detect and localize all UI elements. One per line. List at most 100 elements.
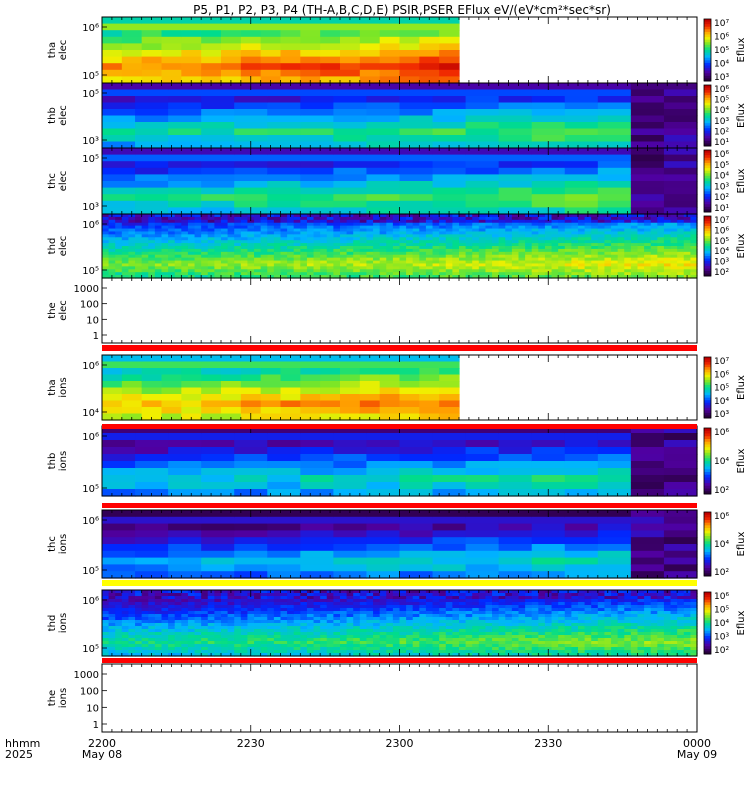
heatmap-cell (141, 225, 149, 230)
heatmap-cell (293, 275, 301, 279)
colorbar-tick-label: 10⁵ (714, 384, 729, 394)
colorbar-segment (704, 95, 711, 99)
heatmap-cell (128, 632, 136, 636)
colorbar-segment (704, 554, 711, 558)
heatmap-cell (234, 275, 242, 279)
heatmap-cell (135, 115, 169, 123)
heatmap-cell (260, 593, 268, 597)
colorbar-segment (704, 520, 711, 524)
heatmap-cell (154, 246, 163, 250)
heatmap-cell (201, 275, 209, 279)
heatmap-cell (221, 629, 229, 633)
heatmap-cell (399, 174, 434, 182)
heatmap-cell (432, 115, 467, 123)
heatmap-cell (280, 231, 288, 235)
heatmap-cell (333, 254, 341, 259)
heatmap-cell (240, 605, 249, 609)
heatmap-cell (399, 257, 407, 262)
heatmap-cell (313, 228, 321, 233)
heatmap-cell (300, 257, 308, 262)
heatmap-cell (141, 644, 149, 648)
heatmap-cell (168, 181, 202, 189)
heatmap-cell (392, 263, 401, 267)
heatmap-cell (287, 608, 295, 612)
colorbar-label: Eflux (736, 168, 747, 193)
heatmap-cell (379, 368, 401, 376)
heatmap-cell (287, 638, 295, 642)
heatmap-cell (135, 269, 143, 273)
heatmap-cell (247, 219, 255, 224)
heatmap-cell (637, 248, 645, 253)
heatmap-cell (128, 650, 136, 654)
heatmap-cell (630, 564, 665, 572)
colorbar-tick-label: 10¹ (714, 138, 729, 148)
heatmap-cell (181, 394, 202, 402)
heatmap-cell (478, 246, 487, 250)
heatmap-cell (617, 254, 625, 259)
heatmap-cell (187, 626, 196, 630)
heatmap-cell (115, 605, 123, 609)
heatmap-cell (135, 489, 169, 497)
heatmap-cell (677, 272, 685, 276)
heatmap-cell (452, 214, 460, 218)
heatmap-cell (267, 216, 275, 221)
heatmap-cell (419, 260, 427, 265)
heatmap-cell (108, 629, 116, 633)
heatmap-cell (161, 225, 169, 230)
heatmap-cell (544, 257, 553, 262)
heatmap-cell (254, 216, 262, 221)
heatmap-cell (399, 275, 407, 279)
heatmap-cell (399, 216, 407, 221)
heatmap-cell (386, 243, 394, 247)
heatmap-cell (663, 257, 672, 262)
heatmap-cell (617, 272, 625, 276)
heatmap-cell (584, 234, 592, 238)
heatmap-cell (366, 557, 401, 565)
heatmap-cell (187, 266, 196, 270)
heatmap-cell (300, 602, 308, 606)
heatmap-cell (247, 629, 255, 633)
heatmap-cell (630, 516, 665, 525)
heatmap-cell (630, 468, 665, 476)
heatmap-cell (161, 17, 182, 25)
heatmap-cell (300, 374, 321, 382)
colorbar-segment (704, 26, 711, 30)
heatmap-cell (102, 266, 110, 270)
heatmap-cell (399, 200, 434, 208)
heatmap-cell (240, 266, 249, 270)
heatmap-cell (194, 590, 202, 594)
heatmap-cell (201, 605, 209, 609)
heatmap-cell (247, 251, 255, 256)
heatmap-cell (214, 237, 222, 241)
heatmap-cell (174, 260, 182, 265)
heatmap-cell (267, 102, 301, 110)
heatmap-cell (260, 644, 268, 648)
heatmap-cell (168, 135, 202, 143)
heatmap-cell (564, 248, 572, 253)
heatmap-cell (465, 187, 500, 195)
heatmap-cell (663, 141, 698, 149)
heatmap-cell (571, 246, 579, 250)
heatmap-cell (406, 243, 414, 247)
heatmap-cell (280, 237, 288, 241)
heatmap-cell (214, 225, 222, 230)
heatmap-cell (564, 550, 599, 559)
heatmap-cell (657, 269, 665, 273)
heatmap-cell (584, 237, 592, 241)
heatmap-cell (604, 240, 612, 244)
colorbar-frame (703, 84, 712, 147)
heatmap-cell (168, 231, 176, 235)
heatmap-cell (498, 263, 506, 267)
heatmap-cell (597, 96, 632, 104)
heatmap-cell (214, 626, 222, 630)
heatmap-cell (221, 254, 229, 259)
heatmap-cell (121, 605, 130, 609)
heatmap-cell (273, 214, 282, 218)
heatmap-cell (320, 400, 341, 408)
heatmap-cell (181, 56, 202, 64)
heatmap-cell (611, 269, 619, 273)
heatmap-cell (498, 550, 533, 559)
heatmap-cell (135, 461, 169, 469)
heatmap-cell (617, 269, 625, 273)
heatmap-cell (102, 550, 136, 559)
